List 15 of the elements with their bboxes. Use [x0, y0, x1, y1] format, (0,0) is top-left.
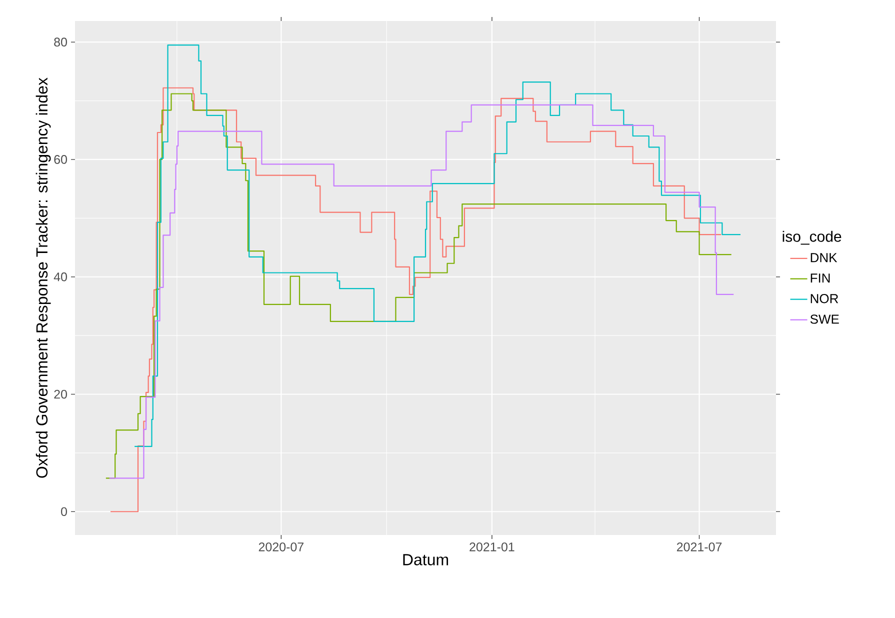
legend-title: iso_code	[782, 230, 842, 245]
legend-label: NOR	[810, 294, 838, 304]
legend-label: DNK	[810, 253, 838, 262]
y-tick-label: 60	[54, 155, 68, 164]
x-tick-label: 2021-01	[470, 542, 514, 552]
y-tick-label: 20	[54, 390, 68, 399]
x-tick-label: 2021-07	[676, 542, 722, 552]
y-tick-label: 80	[54, 38, 68, 47]
y-tick-label: 0	[61, 507, 68, 516]
legend-label: FIN	[810, 274, 830, 283]
y-tick-label: 40	[54, 272, 68, 282]
legend-label: SWE	[810, 314, 839, 324]
x-tick-label: 2020-07	[258, 542, 304, 552]
y-axis-title: Oxford Government Response Tracker: stringency index	[36, 78, 51, 478]
x-axis-title: Datum	[403, 554, 448, 566]
